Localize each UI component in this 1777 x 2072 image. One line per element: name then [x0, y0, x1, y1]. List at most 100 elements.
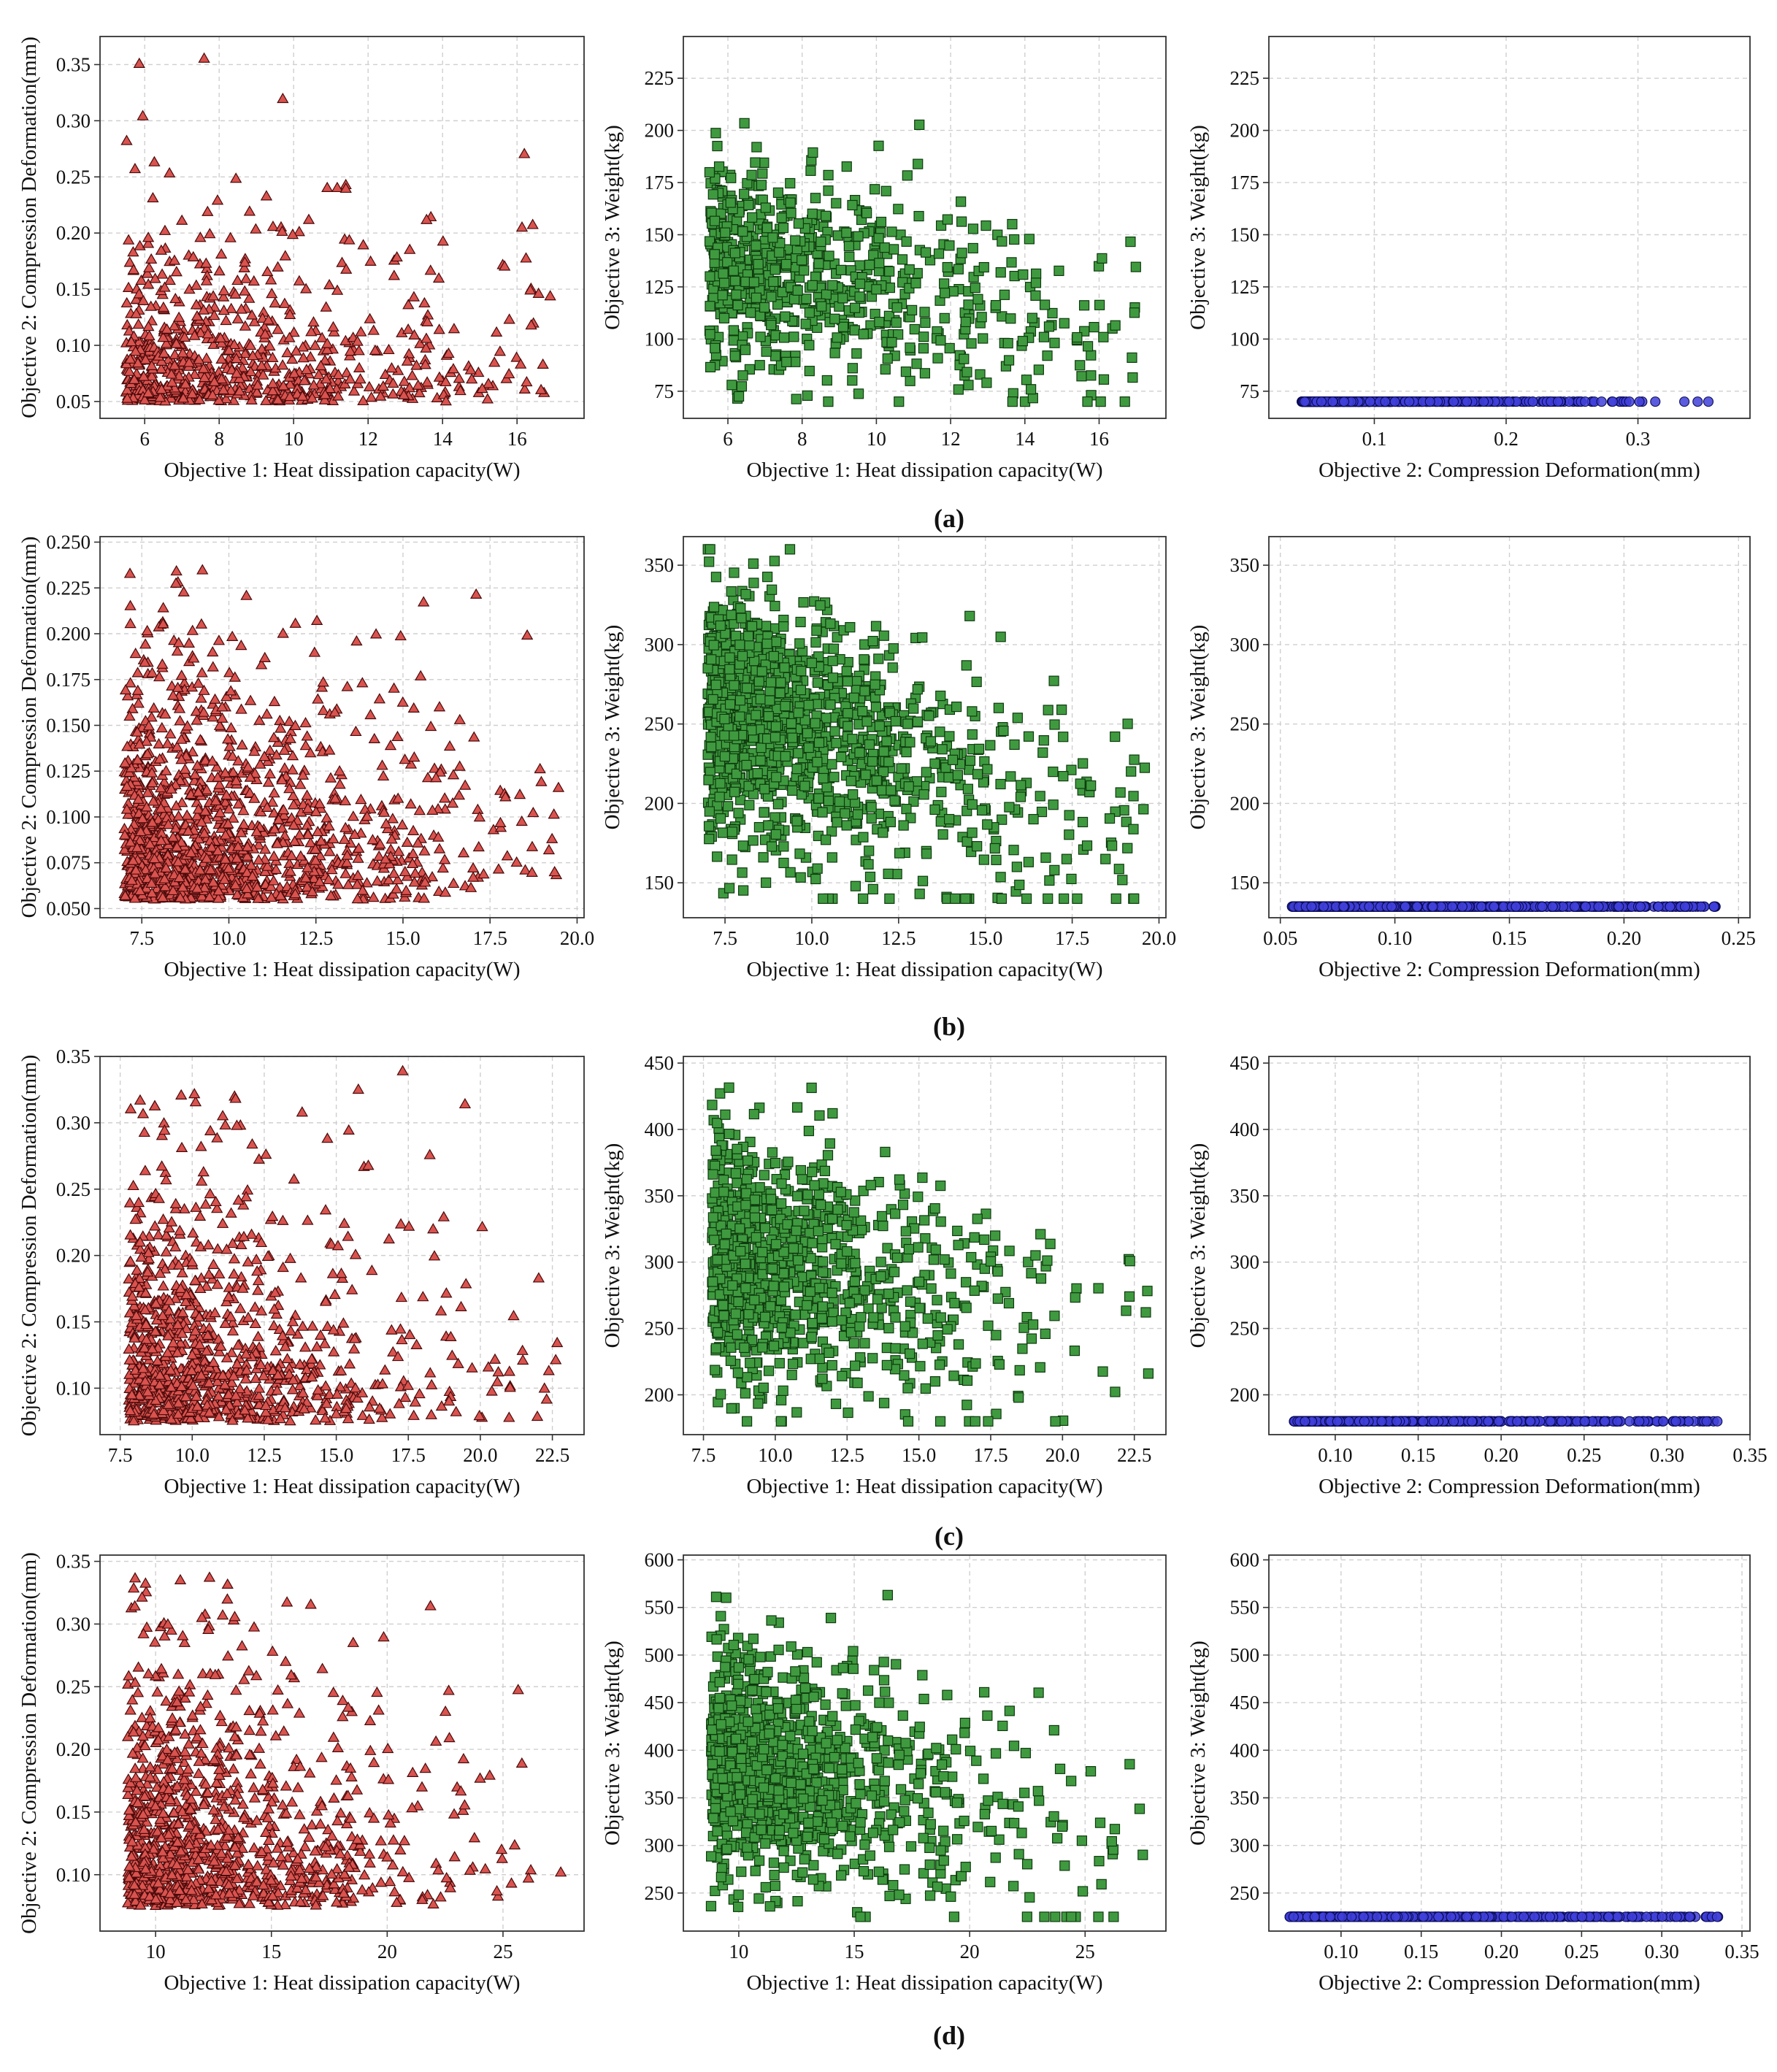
data-point	[323, 382, 337, 394]
data-point	[1389, 396, 1400, 407]
data-point	[944, 240, 955, 251]
data-point	[369, 344, 382, 356]
data-point	[804, 307, 815, 318]
data-point	[499, 260, 511, 271]
data-point	[753, 821, 764, 833]
data-point	[142, 321, 155, 331]
data-point	[276, 359, 289, 370]
data-point	[725, 197, 736, 208]
data-point	[775, 688, 786, 699]
data-point	[703, 821, 715, 832]
data-point	[823, 185, 834, 196]
data-point	[902, 718, 913, 729]
data-point	[320, 373, 332, 384]
y-axis-label: Objective 3: Weight(kg)	[601, 125, 624, 330]
data-point	[960, 316, 971, 328]
data-point	[823, 795, 834, 807]
data-point	[157, 331, 169, 342]
data-point	[1580, 396, 1591, 407]
data-point	[1110, 731, 1121, 743]
data-point	[1043, 893, 1053, 905]
data-point	[123, 365, 136, 376]
data-point	[1110, 893, 1121, 905]
data-point	[137, 370, 150, 381]
data-point	[442, 347, 455, 358]
data-point	[905, 375, 916, 386]
data-point	[518, 383, 531, 394]
data-point	[355, 326, 367, 337]
data-point	[259, 328, 272, 339]
data-point	[897, 254, 908, 265]
data-point	[810, 637, 821, 648]
plot-area	[1269, 37, 1750, 418]
data-point	[147, 191, 159, 203]
data-point	[387, 388, 399, 399]
data-point	[363, 380, 376, 391]
data-point	[964, 755, 976, 766]
data-point	[1035, 791, 1045, 802]
x-tick-label: 10.0	[794, 927, 829, 949]
data-point	[861, 716, 872, 727]
data-point	[730, 630, 742, 642]
data-point	[1115, 787, 1126, 798]
data-point	[191, 310, 204, 321]
data-point	[133, 335, 145, 347]
data-point	[728, 325, 740, 336]
data-point	[154, 391, 166, 402]
data-point	[200, 275, 213, 285]
data-point	[726, 854, 737, 865]
data-point	[123, 256, 136, 267]
data-point	[753, 258, 764, 269]
x-tick-label: 7.5	[129, 927, 154, 949]
data-point	[244, 339, 257, 350]
data-point	[224, 231, 237, 242]
data-point	[332, 369, 345, 380]
data-point	[801, 293, 812, 304]
data-point	[769, 556, 780, 567]
data-point	[286, 353, 299, 364]
data-point	[377, 380, 390, 391]
data-point	[734, 711, 745, 722]
data-point	[1110, 320, 1121, 331]
data-point	[858, 893, 869, 905]
x-tick-label: 17.5	[473, 927, 507, 949]
data-point	[288, 367, 301, 378]
data-point	[744, 799, 755, 810]
data-point	[731, 289, 742, 300]
x-axis-label: Objective 2: Compression Deformation(mm)	[1319, 458, 1700, 482]
data-point	[924, 710, 934, 721]
data-point	[365, 391, 377, 402]
data-point	[767, 584, 778, 595]
y-tick-label: 250	[645, 713, 675, 735]
data-point	[293, 275, 306, 285]
x-tick-label: 15.0	[385, 927, 420, 949]
y-tick-label: 150	[645, 224, 675, 246]
data-point	[1023, 856, 1034, 867]
data-point	[510, 351, 523, 362]
data-point	[866, 802, 877, 813]
data-point	[238, 261, 250, 272]
data-point	[879, 242, 890, 253]
data-point	[165, 368, 177, 379]
data-point	[717, 290, 728, 301]
data-point	[748, 277, 759, 288]
data-point	[842, 676, 853, 687]
data-point	[870, 702, 882, 713]
data-point	[397, 388, 410, 400]
data-point	[243, 205, 256, 216]
data-point	[859, 654, 870, 665]
data-point	[967, 799, 978, 810]
y-tick-label: 200	[645, 120, 675, 142]
data-point	[766, 291, 777, 302]
data-point	[245, 309, 258, 320]
data-point	[745, 307, 756, 318]
data-point	[805, 165, 816, 176]
data-point	[807, 280, 818, 291]
data-point	[323, 278, 336, 290]
data-point	[279, 250, 291, 261]
data-point	[964, 610, 975, 621]
data-point	[720, 227, 731, 238]
data-point	[834, 796, 845, 807]
data-point	[296, 341, 309, 352]
data-point	[1039, 299, 1051, 310]
